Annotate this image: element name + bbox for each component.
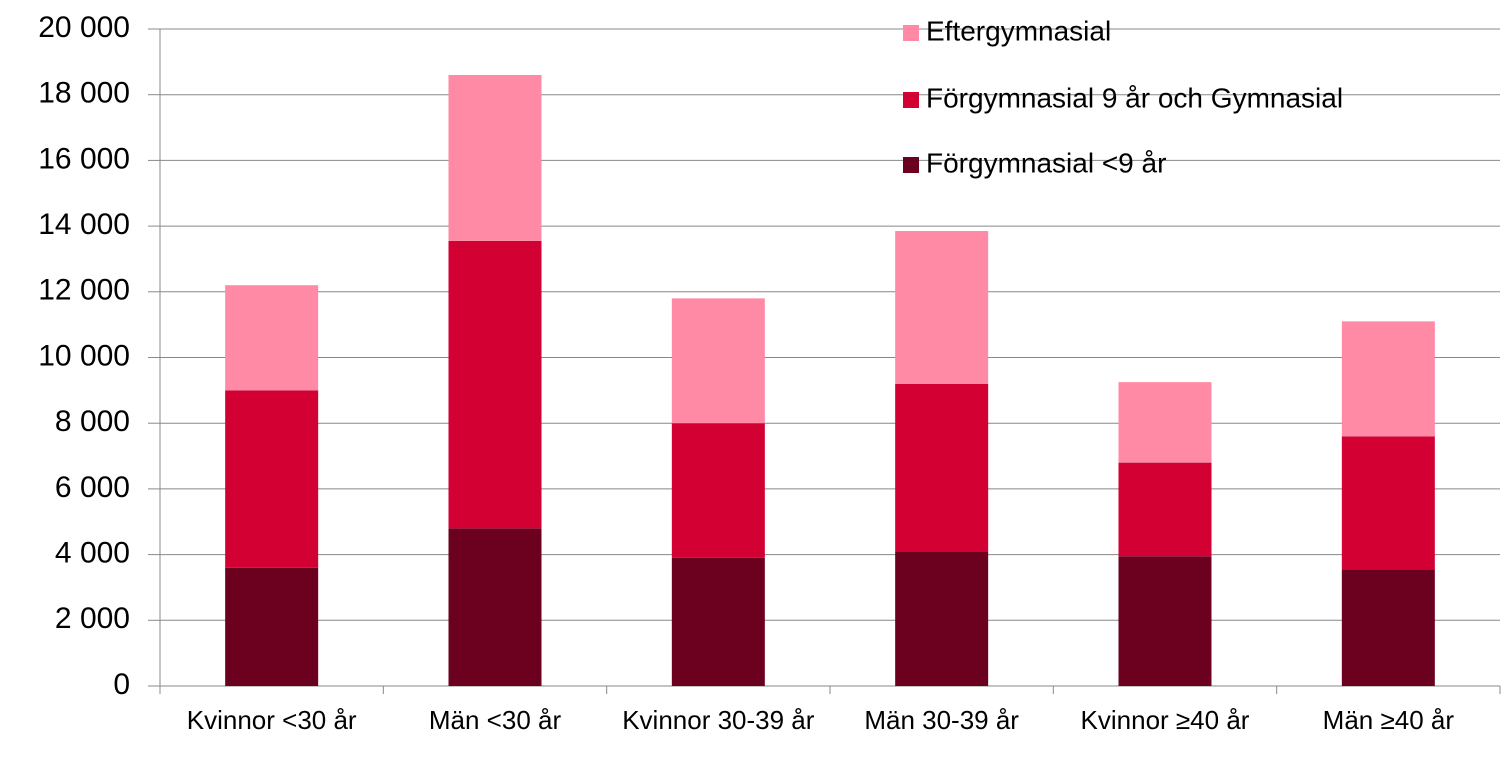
legend-swatch [903, 157, 919, 173]
bar-segment [448, 240, 542, 529]
y-tick-label: 0 [113, 668, 130, 701]
bar-segment [225, 567, 319, 686]
bar-segment [1118, 556, 1212, 686]
bar-segment [671, 423, 765, 558]
bar-segment [895, 231, 989, 384]
y-tick-label: 10 000 [38, 339, 130, 372]
y-tick-label: 18 000 [38, 77, 130, 110]
y-tick-label: 20 000 [38, 11, 130, 44]
y-tick-label: 8 000 [55, 405, 130, 438]
legend-swatch [903, 25, 919, 41]
bar-segment [225, 390, 319, 568]
bar-segment [671, 557, 765, 686]
y-tick-label: 14 000 [38, 208, 130, 241]
bar-segment [448, 528, 542, 686]
bar-segment [225, 285, 319, 391]
bar-segment [1118, 462, 1212, 557]
x-tick-label: Kvinnor ≥40 år [1081, 705, 1250, 735]
x-tick-label: Män <30 år [429, 705, 562, 735]
bar-segment [1118, 382, 1212, 463]
bar-segment [448, 74, 542, 241]
x-tick-label: Kvinnor 30-39 år [622, 705, 815, 735]
x-tick-label: Kvinnor <30 år [187, 705, 357, 735]
bar-segment [1341, 436, 1435, 570]
x-tick-label: Män 30-39 år [864, 705, 1019, 735]
bar-segment [895, 551, 989, 686]
y-tick-label: 12 000 [38, 274, 130, 307]
bar-segment [895, 383, 989, 552]
y-tick-label: 2 000 [55, 602, 130, 635]
legend-swatch [903, 92, 919, 108]
y-tick-label: 16 000 [38, 142, 130, 175]
y-tick-label: 4 000 [55, 537, 130, 570]
legend-label: Förgymnasial <9 år [926, 147, 1166, 178]
bar-segment [1341, 321, 1435, 437]
y-tick-label: 6 000 [55, 471, 130, 504]
legend-label: Förgymnasial 9 år och Gymnasial [926, 82, 1343, 113]
bar-segment [1341, 569, 1435, 686]
legend-label: Eftergymnasial [926, 15, 1111, 46]
x-tick-label: Män ≥40 år [1323, 705, 1455, 735]
bar-segment [671, 298, 765, 424]
